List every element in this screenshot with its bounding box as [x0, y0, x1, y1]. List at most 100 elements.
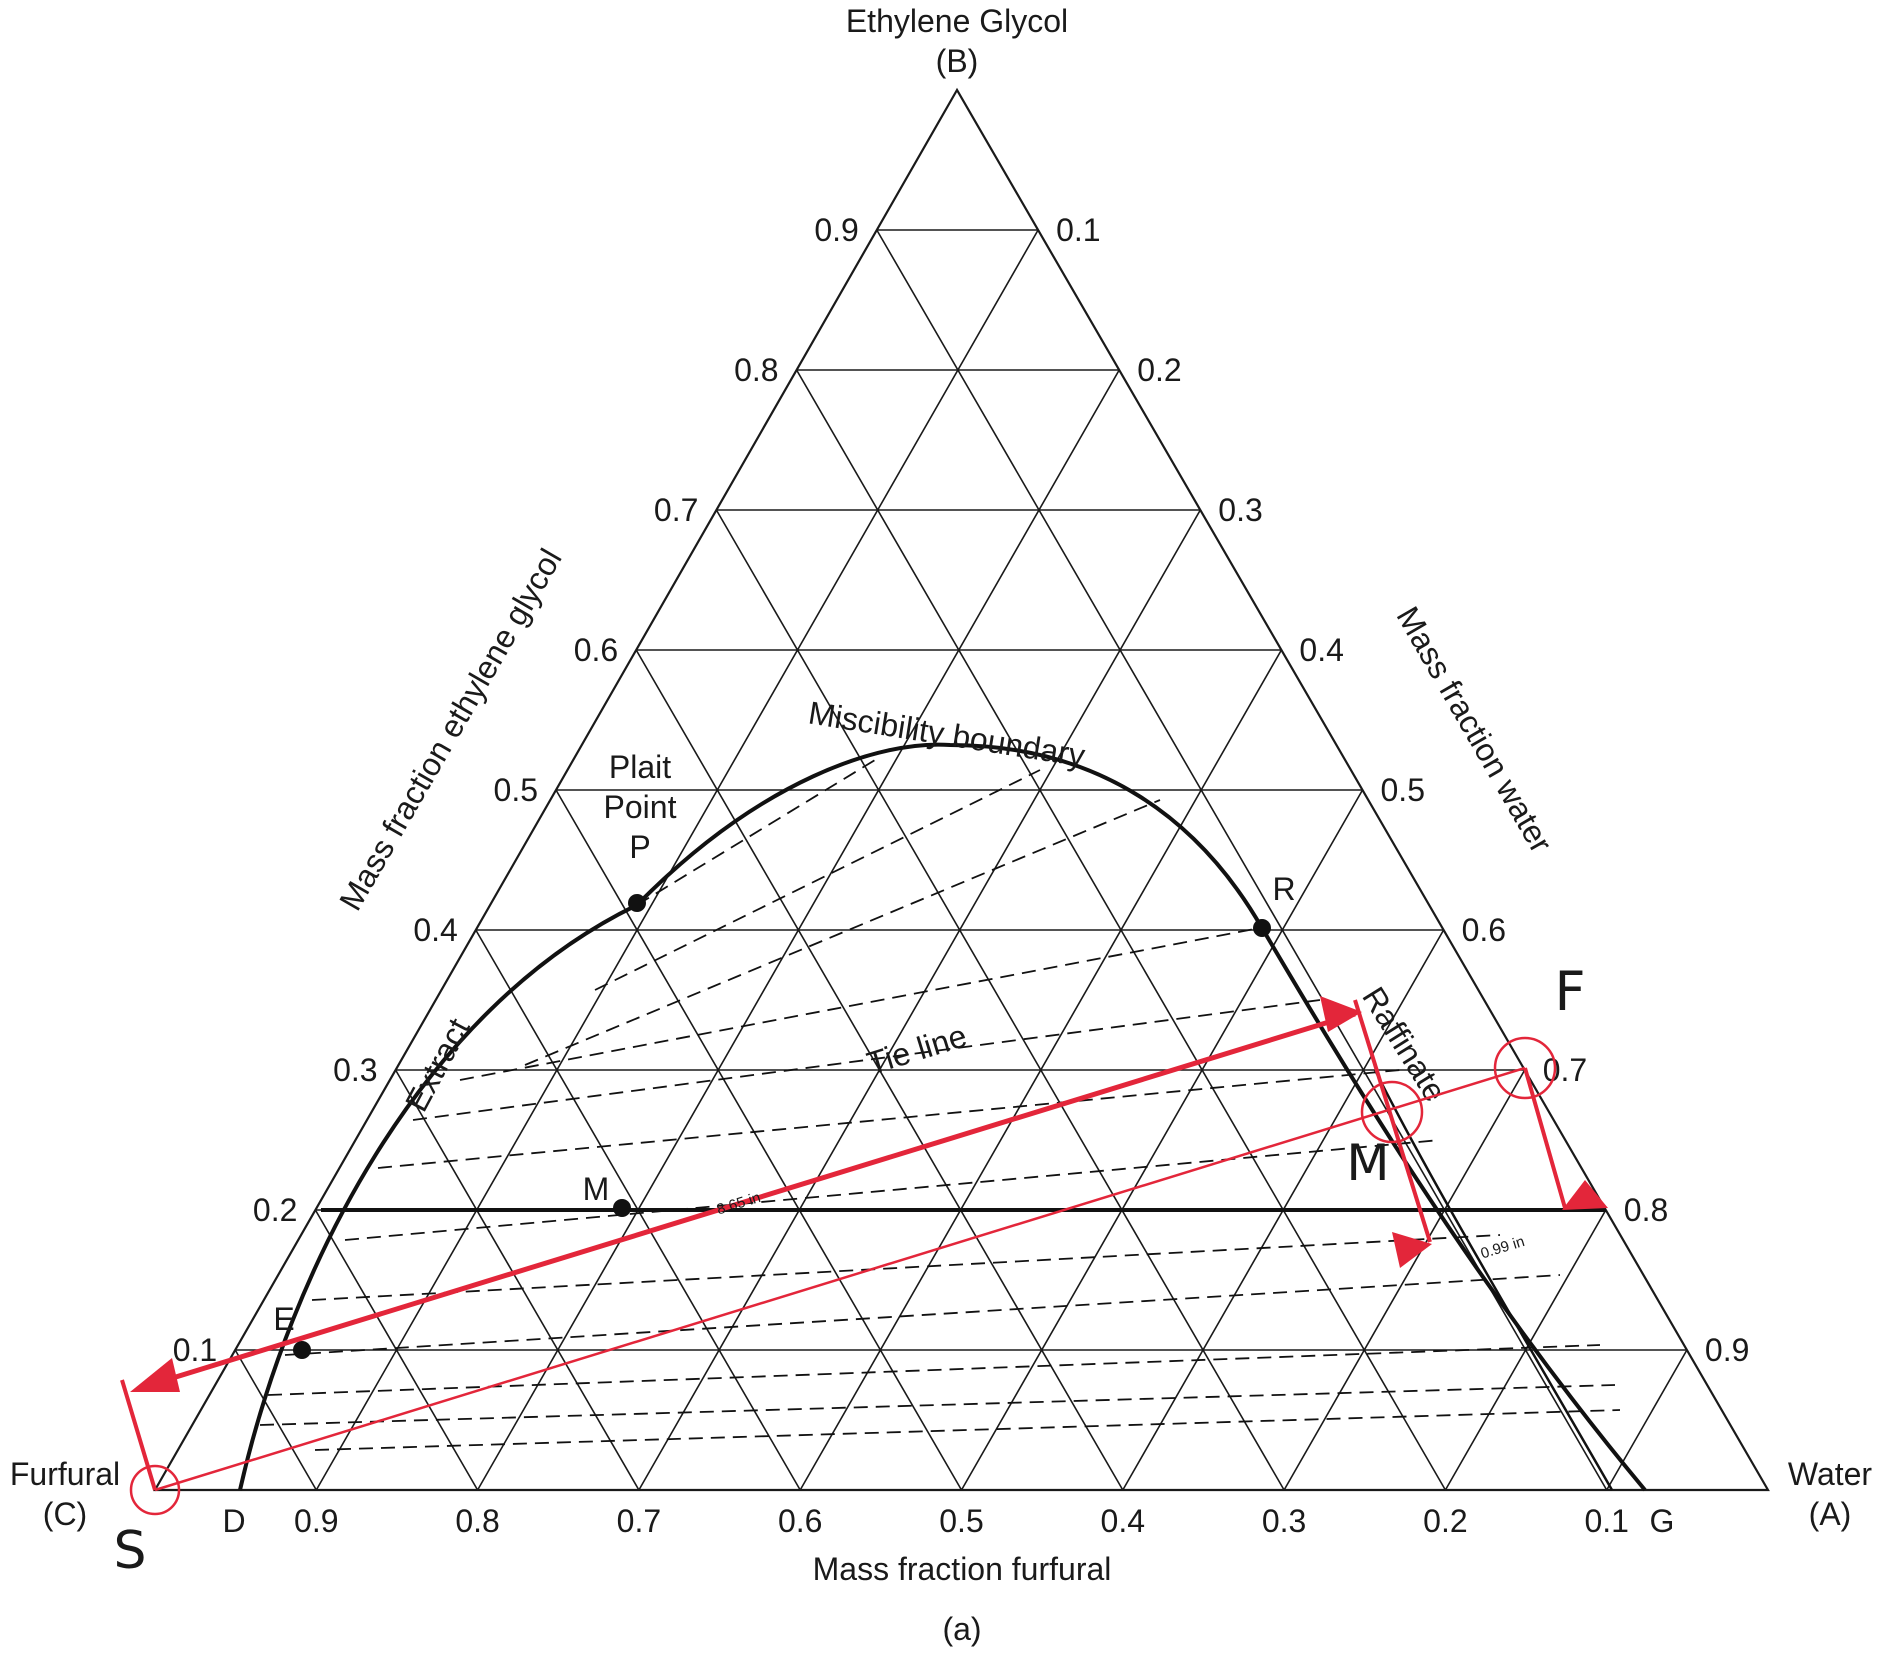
- tie-line: [311, 1234, 1501, 1301]
- grid-line: [315, 229, 1039, 1491]
- tick-label: 0.9: [294, 1503, 338, 1539]
- triangle-frame: [153, 87, 1770, 1492]
- tick-label: 0.3: [1218, 492, 1262, 528]
- grid-line: [715, 509, 1285, 1491]
- tick-label: 0.5: [939, 1503, 983, 1539]
- raffinate-curve: [1373, 1069, 1614, 1491]
- grid-lines: [234, 229, 1688, 1491]
- grid-line: [234, 1349, 317, 1491]
- handwritten-F: F: [1554, 960, 1585, 1023]
- tie-lines: [259, 759, 1621, 1451]
- arrowhead-short: [1392, 1232, 1432, 1268]
- tick-label: 0.2: [1423, 1503, 1467, 1539]
- miscibility-boundary: [238, 742, 1647, 1492]
- right-tick-labels: 0.1 0.2 0.3 0.4 0.5 0.6 0.7 0.8 0.9: [1056, 212, 1749, 1368]
- tie-line: [267, 1344, 1601, 1396]
- circle-S: [129, 1464, 181, 1516]
- vertex-right-name: Water: [1788, 1456, 1873, 1492]
- arrowhead-f: [1562, 1180, 1608, 1210]
- tick-label: 0.8: [1624, 1192, 1668, 1228]
- handwritten-M: M: [1346, 1134, 1389, 1192]
- s-stub: [120, 1379, 157, 1491]
- plait-label-2: Point: [604, 789, 677, 825]
- tie-line: [636, 759, 876, 906]
- vertex-top-name: Ethylene Glycol: [846, 3, 1068, 39]
- tie-line: [314, 1409, 1621, 1451]
- tick-label: 0.9: [814, 212, 858, 248]
- grid-line: [876, 229, 1608, 1491]
- grid-line: [638, 509, 1201, 1491]
- tick-label: 0.6: [1462, 912, 1506, 948]
- grid-line: [394, 1069, 640, 1491]
- tick-label: 0.6: [574, 632, 618, 668]
- tick-label: 0.3: [1262, 1503, 1306, 1539]
- tick-label: 0.1: [173, 1332, 217, 1368]
- label-G: G: [1650, 1503, 1675, 1539]
- tie-line: [259, 1384, 1616, 1426]
- tick-label: 0.1: [1056, 212, 1100, 248]
- axis-right-title: Mass fraction water: [1390, 600, 1560, 859]
- tick-label: 0.3: [333, 1052, 377, 1088]
- arrowhead-right: [1320, 996, 1362, 1032]
- tick-label: 0.7: [617, 1503, 661, 1539]
- tie-line: [284, 1274, 1561, 1356]
- vertex-right-code: (A): [1809, 1496, 1852, 1532]
- point-P: [628, 894, 646, 912]
- grid-line: [1444, 1209, 1607, 1491]
- tie-line: [524, 799, 1161, 1066]
- axis-bottom-title: Mass fraction furfural: [813, 1551, 1112, 1587]
- axis-left-title: Mass fraction ethylene glycol: [332, 543, 569, 917]
- tick-label: 0.9: [1705, 1332, 1749, 1368]
- tick-label: 0.5: [1381, 772, 1425, 808]
- tick-label: 0.2: [253, 1192, 297, 1228]
- measure-long-line: [139, 1011, 1356, 1391]
- tick-label: 0.7: [1543, 1052, 1587, 1088]
- circle-M: [1360, 1080, 1424, 1144]
- tick-label: 0.8: [455, 1503, 499, 1539]
- tick-label: 0.5: [494, 772, 538, 808]
- grid-line: [1606, 1349, 1688, 1491]
- grid-line: [555, 789, 963, 1491]
- circle-F: [1493, 1036, 1557, 1100]
- tick-label: 0.1: [1584, 1503, 1628, 1539]
- point-R: [1253, 919, 1271, 937]
- measure-short-label: 0.99 in: [1479, 1233, 1527, 1262]
- label-P: P: [629, 829, 650, 865]
- tick-label: 0.6: [778, 1503, 822, 1539]
- bottom-tick-labels: 0.9 0.8 0.7 0.6 0.5 0.4 0.3 0.2 0.1: [294, 1503, 1629, 1539]
- short-stub: [1353, 999, 1432, 1243]
- label-D: D: [222, 1503, 245, 1539]
- vertex-top-code: (B): [936, 43, 979, 79]
- arrowhead-left: [130, 1358, 180, 1392]
- handwritten-S: S: [113, 1521, 146, 1581]
- left-tick-labels: 0.9 0.8 0.7 0.6 0.5 0.4 0.3 0.2 0.1: [173, 212, 859, 1368]
- tie-line: [459, 927, 1261, 1081]
- tie-line: [594, 769, 1041, 991]
- point-E: [293, 1341, 311, 1359]
- tick-label: 0.4: [1101, 1503, 1145, 1539]
- point-M: [613, 1199, 631, 1217]
- label-M: M: [583, 1171, 610, 1207]
- tie-line: [377, 1069, 1401, 1169]
- label-R: R: [1272, 871, 1295, 907]
- tie-line-label: Tie line: [863, 1017, 971, 1081]
- f-stub: [1523, 1067, 1567, 1209]
- caption: (a): [942, 1611, 981, 1647]
- vertex-left-name: Furfural: [10, 1456, 120, 1492]
- tick-label: 0.2: [1137, 352, 1181, 388]
- measure-long-label: 8.65 in: [715, 1189, 763, 1218]
- plait-label-1: Plait: [609, 749, 671, 785]
- extract-label: Extract: [398, 1012, 477, 1117]
- s-to-f-line: [154, 1066, 1526, 1492]
- tick-label: 0.8: [734, 352, 778, 388]
- grid-line: [960, 789, 1364, 1491]
- tick-label: 0.4: [1299, 632, 1343, 668]
- tie-line: [344, 1139, 1441, 1241]
- tick-label: 0.7: [654, 492, 698, 528]
- grid-line: [1283, 1069, 1526, 1491]
- tick-label: 0.4: [413, 912, 457, 948]
- label-E: E: [273, 1301, 294, 1337]
- vertex-left-code: (C): [43, 1496, 87, 1532]
